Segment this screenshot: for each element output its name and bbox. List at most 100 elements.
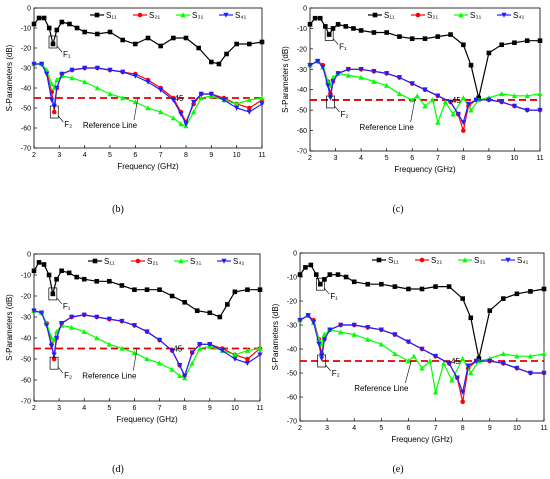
data-point-s41 — [219, 348, 225, 354]
data-point-s11 — [446, 284, 452, 289]
legend-marker-s11 — [94, 12, 100, 18]
marker-leader-f1 — [324, 288, 330, 295]
legend-label-s41: S₄₁ — [517, 256, 529, 265]
data-point-s41 — [537, 107, 543, 113]
data-point-s31 — [189, 360, 195, 366]
data-point-s41 — [365, 325, 371, 331]
x-tick-label: 7 — [436, 155, 440, 162]
data-point-s11 — [433, 284, 438, 289]
data-point-s31 — [409, 97, 415, 103]
data-point-s41 — [465, 363, 471, 369]
data-point-s31 — [156, 360, 163, 366]
data-point-s11 — [335, 272, 341, 277]
series-line-s21 — [299, 314, 544, 402]
marker-label-f1: F₁ — [63, 302, 71, 311]
x-tick-label: 7 — [158, 405, 162, 412]
data-point-s11 — [409, 36, 415, 41]
chart-panel-4: 2 3 4 5 6 7 8 9 10 11 0 -10 -20 -30 -40 -50 -60 -70 Freque… — [271, 251, 548, 445]
data-point-s11 — [119, 283, 125, 288]
y-tick-label: -70 — [287, 419, 297, 426]
data-point-s11 — [397, 34, 402, 39]
x-tick-label: 2 — [32, 152, 36, 159]
data-point-s31 — [411, 353, 417, 359]
marker-box-f1 — [315, 277, 325, 291]
data-point-s11 — [234, 41, 239, 47]
data-point-s41 — [500, 361, 506, 367]
data-point-s11 — [81, 276, 87, 282]
data-point-s11 — [183, 35, 189, 41]
y-tick-label: -10 — [297, 26, 307, 33]
data-point-s31 — [107, 91, 113, 97]
data-point-s11 — [303, 265, 308, 270]
data-point-s11 — [318, 281, 323, 287]
data-point-s11 — [171, 35, 176, 41]
data-point-s41 — [524, 107, 530, 113]
y-tick-label: -60 — [21, 378, 31, 385]
legend-marker-s11 — [92, 258, 98, 264]
y-tick-label: -40 — [21, 336, 31, 343]
y-tick-label: -60 — [21, 126, 31, 133]
data-point-s11 — [499, 42, 504, 48]
data-point-s31 — [450, 111, 456, 117]
data-point-s11 — [486, 50, 492, 56]
x-tick-label: 11 — [258, 152, 265, 159]
data-point-s31 — [232, 352, 238, 358]
reference-value-label: -45 — [172, 94, 184, 103]
legend-label-s31: S₃₁ — [470, 11, 482, 20]
legend-marker-s41 — [501, 12, 507, 18]
data-point-s41 — [69, 314, 75, 320]
data-point-s11 — [487, 308, 493, 313]
data-point-s11 — [537, 38, 543, 43]
data-point-s31 — [500, 351, 506, 357]
data-point-s41 — [234, 105, 240, 111]
x-tick-label: 10 — [233, 152, 241, 159]
data-point-s31 — [145, 105, 151, 111]
data-point-s11 — [59, 19, 65, 25]
data-point-s41 — [31, 308, 37, 314]
data-point-s41 — [396, 75, 403, 81]
data-point-s41 — [38, 310, 45, 316]
x-tick-label: 6 — [132, 405, 136, 412]
data-point-s31 — [427, 358, 433, 364]
x-axis-label: Frequency (GHz) — [391, 435, 453, 444]
marker-label-f1: F₁ — [330, 292, 338, 301]
data-point-s31 — [449, 377, 455, 383]
data-point-s11 — [217, 314, 223, 320]
y-tick-label: -10 — [21, 273, 31, 280]
data-point-s41 — [327, 95, 334, 101]
marker-label-f2: F₂ — [332, 369, 340, 378]
y-tick-label: -50 — [21, 357, 31, 364]
data-point-s11 — [247, 41, 252, 47]
data-point-s41 — [409, 81, 415, 87]
y-tick-label: 0 — [27, 6, 31, 13]
data-point-s41 — [54, 335, 60, 341]
data-point-s11 — [351, 26, 356, 31]
data-point-s31 — [257, 345, 263, 351]
data-point-s41 — [335, 71, 341, 77]
x-axis-label: Frequency (GHz) — [116, 415, 178, 424]
panel-label: (b) — [112, 204, 124, 215]
data-point-s31 — [170, 115, 176, 121]
data-point-s11 — [82, 29, 87, 35]
data-point-s41 — [107, 67, 113, 73]
data-point-s11 — [297, 272, 303, 277]
data-point-s11 — [468, 315, 474, 321]
x-tick-label: 6 — [410, 155, 414, 162]
data-point-s41 — [69, 67, 75, 73]
data-point-s41 — [465, 101, 472, 107]
data-point-s11 — [232, 289, 238, 295]
data-point-s31 — [442, 99, 449, 105]
data-point-s41 — [473, 358, 479, 364]
x-tick-label: 3 — [57, 405, 61, 412]
x-tick-label: 2 — [308, 155, 312, 162]
data-point-s11 — [358, 28, 364, 33]
marker-label-f2: F₂ — [64, 371, 72, 380]
legend-marker-s31 — [180, 12, 186, 18]
legend-label-s41: S₄₁ — [513, 11, 525, 20]
data-point-s31 — [378, 341, 384, 347]
data-point-s41 — [207, 342, 213, 347]
data-point-s41 — [54, 85, 60, 91]
data-point-s11 — [257, 287, 263, 292]
legend: S₁₁ S₂₁ S₃₁ S₄₁ — [368, 11, 525, 20]
data-point-s11 — [132, 287, 137, 292]
